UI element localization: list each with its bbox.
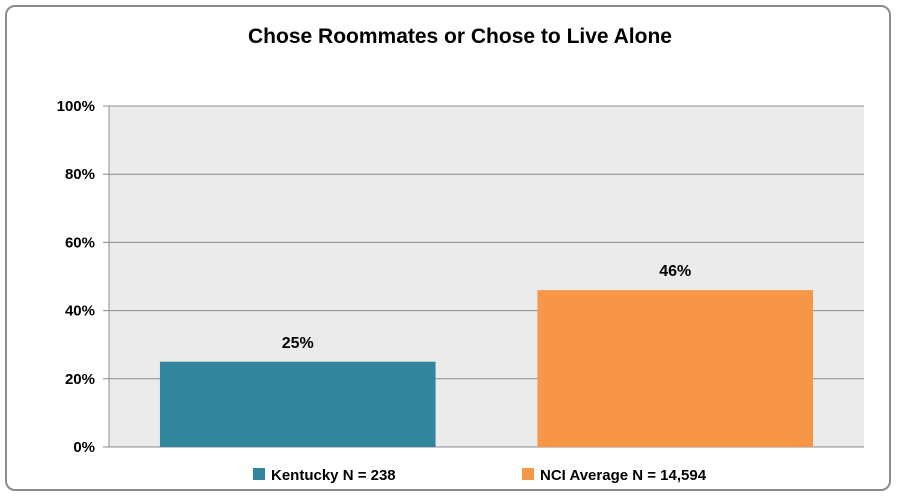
bar	[537, 290, 814, 447]
legend-swatch	[522, 468, 534, 480]
y-tick-label: 60%	[65, 234, 95, 251]
y-axis-ticks: 0% 20% 40% 60% 80% 100%	[57, 98, 95, 456]
y-tick-label: 20%	[65, 371, 95, 388]
bar	[159, 361, 436, 447]
chart-title: Chose Roommates or Chose to Live Alone	[248, 25, 672, 48]
y-tick-label: 40%	[65, 303, 95, 320]
legend-swatch	[253, 468, 265, 480]
legend: Kentucky N = 238 NCI Average N = 14,594	[253, 467, 707, 484]
y-tick-label: 100%	[57, 98, 95, 115]
y-tick-label: 0%	[73, 439, 95, 456]
y-tick-label: 80%	[65, 166, 95, 183]
data-label: 25%	[282, 335, 314, 352]
data-label: 46%	[659, 263, 691, 280]
legend-label: Kentucky N = 238	[271, 467, 396, 484]
bars	[159, 290, 814, 447]
data-labels: 25% 46%	[282, 263, 692, 352]
legend-label: NCI Average N = 14,594	[540, 467, 707, 484]
